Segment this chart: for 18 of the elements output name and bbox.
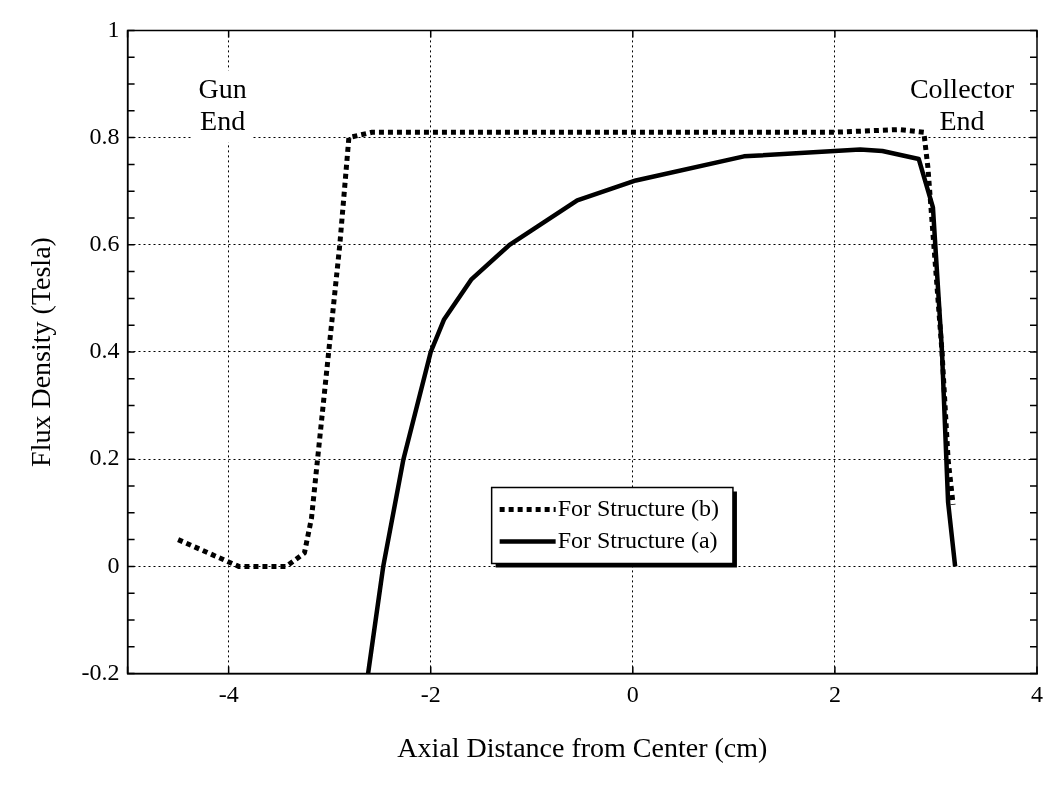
annotation: Collector End (909, 72, 1015, 136)
x-axis-title: Axial Distance from Center (cm) (397, 731, 768, 763)
x-tick-label: 2 (828, 681, 841, 708)
y-tick-label: 0.4 (89, 337, 120, 364)
x-tick-label: 4 (1031, 681, 1043, 708)
legend-label: For Structure (b) (557, 494, 719, 521)
x-tick-label: -4 (218, 681, 239, 708)
y-tick-label: 0.8 (89, 122, 120, 149)
x-tick-label: -2 (420, 681, 441, 708)
y-tick-label: 0 (107, 551, 120, 578)
y-tick-label: 1 (107, 15, 120, 42)
x-tick-label: 0 (626, 681, 639, 708)
y-tick-label: 0.6 (89, 230, 120, 257)
y-tick-label: 0.2 (89, 444, 120, 471)
y-axis-title: Flux Density (Tesla) (25, 237, 57, 467)
y-tick-label: -0.2 (81, 658, 120, 685)
legend-label: For Structure (a) (557, 526, 718, 553)
annotation: Gun End (198, 72, 247, 136)
